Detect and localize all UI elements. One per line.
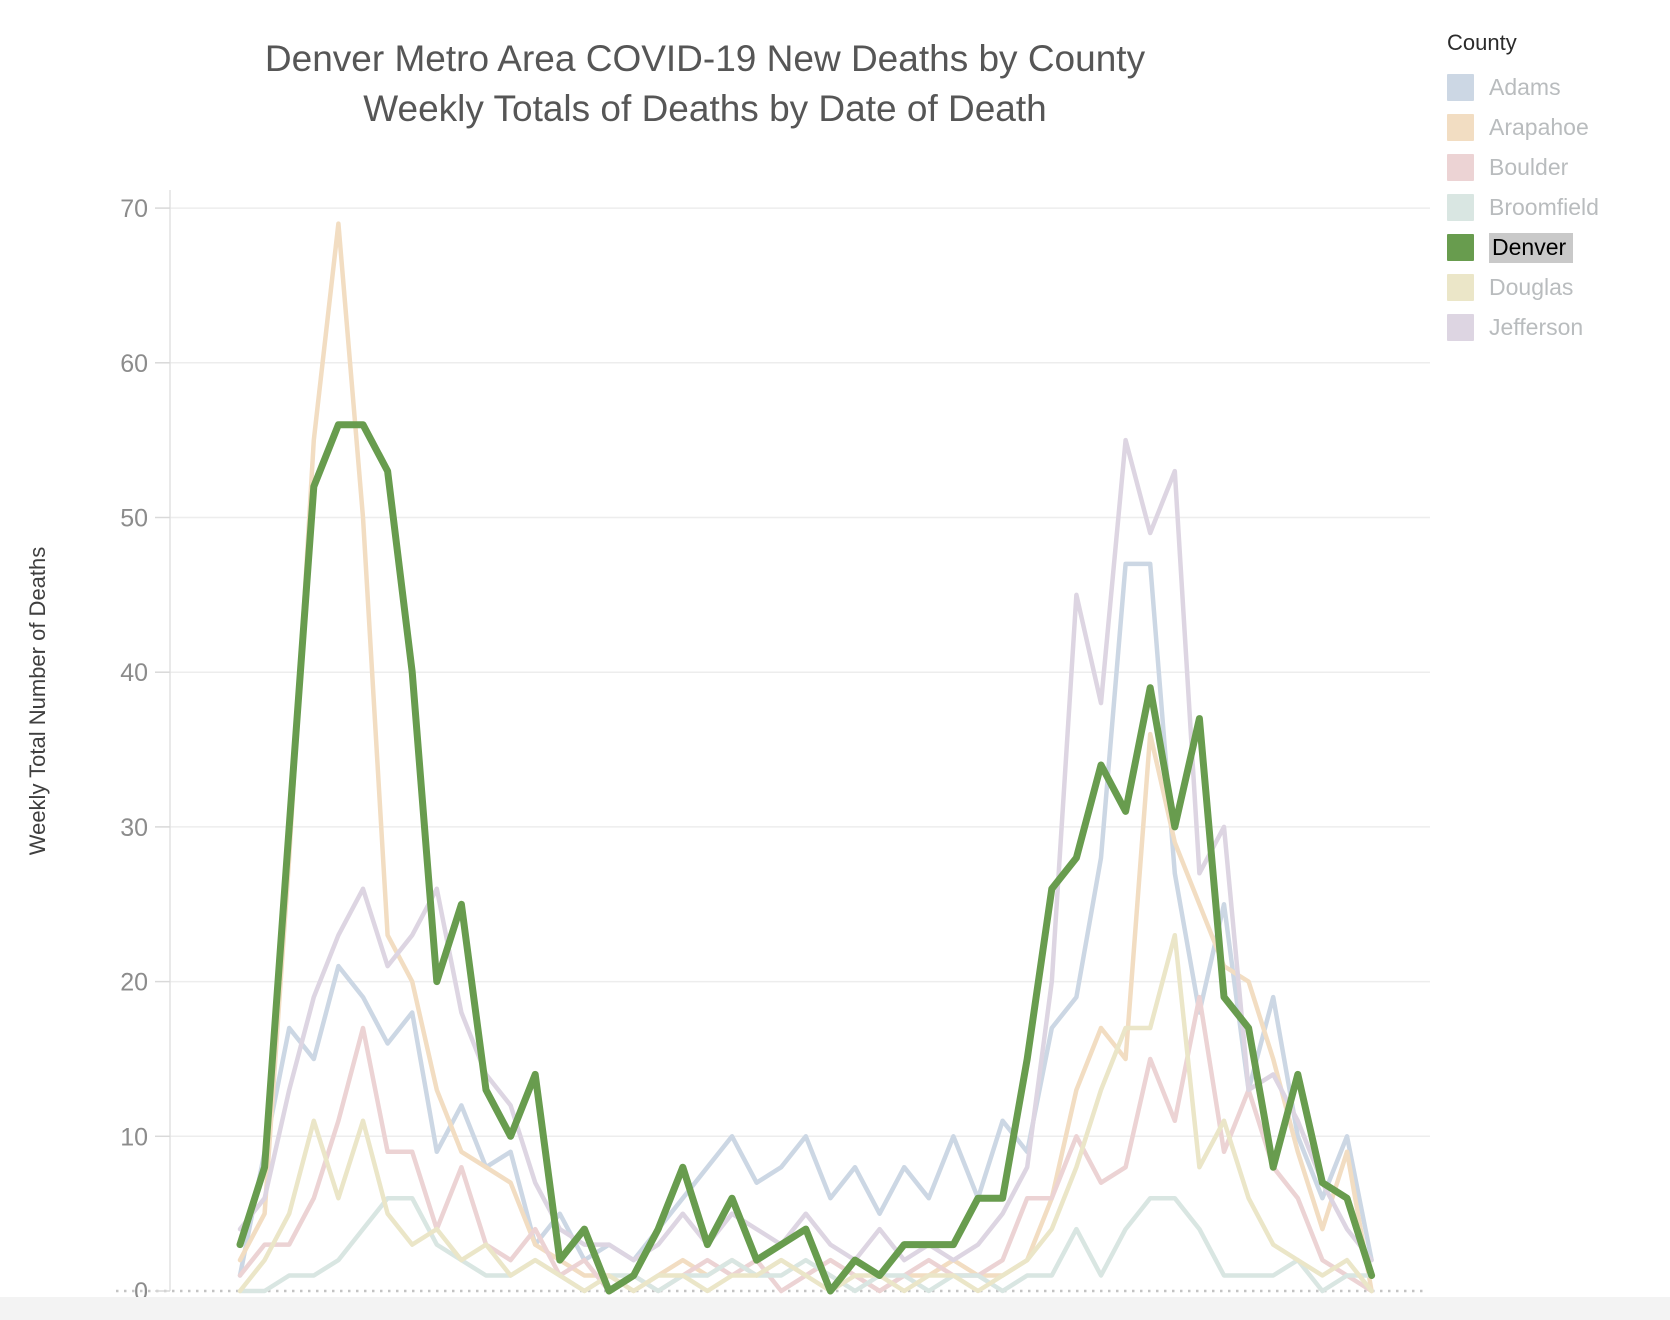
- legend-label: Adams: [1489, 74, 1561, 100]
- legend-swatch-icon: [1447, 194, 1474, 221]
- y-tick-label-40: 40: [120, 659, 148, 687]
- legend-item-arapahoe[interactable]: Arapahoe: [1447, 114, 1657, 141]
- legend-label: Jefferson: [1489, 314, 1584, 340]
- legend-item-douglas[interactable]: Douglas: [1447, 274, 1657, 301]
- legend: County Adams Arapahoe Boulder Broomfield Den…: [1447, 30, 1657, 354]
- legend-swatch-icon: [1447, 74, 1474, 101]
- series-line-boulder[interactable]: [237, 994, 1374, 1294]
- chart-title-line2: Weekly Totals of Deaths by Date of Death: [363, 88, 1047, 129]
- legend-swatch-icon: [1447, 274, 1474, 301]
- legend-items: Adams Arapahoe Boulder Broomfield Denver Doug…: [1447, 74, 1657, 341]
- series-line-broomfield[interactable]: [237, 1195, 1374, 1294]
- y-tick-label-50: 50: [120, 505, 148, 533]
- legend-title: County: [1447, 30, 1517, 55]
- legend-label: Douglas: [1489, 274, 1574, 300]
- legend-item-boulder[interactable]: Boulder: [1447, 154, 1657, 181]
- legend-item-jefferson[interactable]: Jefferson: [1447, 314, 1657, 341]
- legend-swatch-icon: [1447, 314, 1474, 341]
- legend-swatch-icon: [1447, 234, 1474, 261]
- legend-label: Denver: [1489, 232, 1574, 263]
- series-line-adams[interactable]: [237, 561, 1374, 1278]
- legend-swatch-icon: [1447, 154, 1474, 181]
- legend-item-adams[interactable]: Adams: [1447, 74, 1657, 101]
- x-axis-band: [0, 1297, 1670, 1320]
- chart-title: Denver Metro Area COVID-19 New Deaths by…: [0, 34, 1410, 134]
- legend-swatch-icon: [1447, 114, 1474, 141]
- y-tick-label-10: 10: [120, 1123, 148, 1151]
- y-tick-label-30: 30: [120, 814, 148, 842]
- legend-item-broomfield[interactable]: Broomfield: [1447, 194, 1657, 221]
- chart-title-line1: Denver Metro Area COVID-19 New Deaths by…: [264, 38, 1146, 79]
- y-tick-label-70: 70: [120, 195, 148, 223]
- legend-item-denver[interactable]: Denver: [1447, 232, 1657, 263]
- y-tick-label-60: 60: [120, 350, 148, 378]
- y-tick-label-20: 20: [120, 969, 148, 997]
- legend-label: Broomfield: [1489, 194, 1599, 220]
- series-line-douglas[interactable]: [237, 932, 1374, 1294]
- legend-label: Boulder: [1489, 154, 1569, 180]
- series-line-denver[interactable]: [236, 421, 1376, 1295]
- legend-label: Arapahoe: [1489, 114, 1589, 140]
